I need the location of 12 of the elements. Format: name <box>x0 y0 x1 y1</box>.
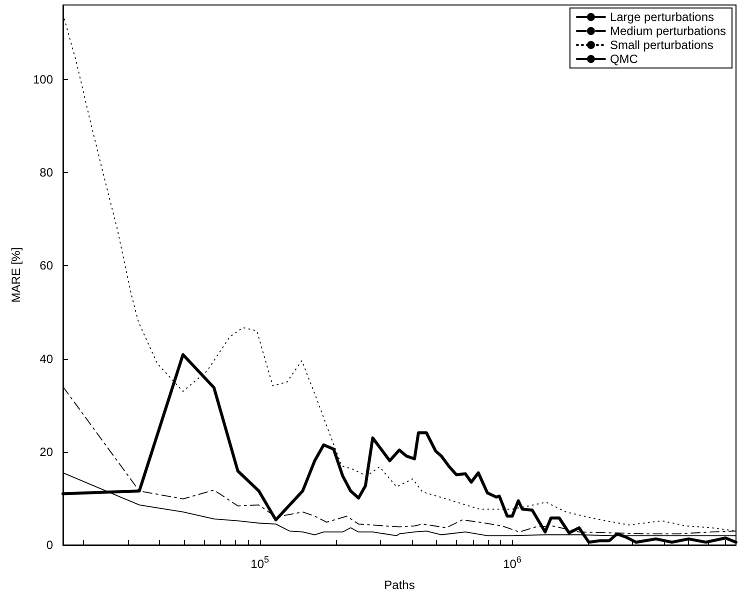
y-tick-label: 0 <box>46 538 54 552</box>
y-tick-label: 20 <box>40 444 54 459</box>
legend-label: QMC <box>610 52 638 66</box>
y-tick-label: 40 <box>40 352 54 366</box>
legend-label: Small perturbations <box>610 38 714 52</box>
x-axis-title: Paths <box>384 578 415 592</box>
legend-label: Large perturbations <box>610 10 714 24</box>
y-axis-title: MARE [%] <box>9 247 24 303</box>
y-tick-label: 60 <box>40 258 54 273</box>
y-tick-label: 100 <box>32 72 54 86</box>
legend-label: Medium perturbations <box>610 24 726 38</box>
y-tick-label: 80 <box>40 166 54 180</box>
